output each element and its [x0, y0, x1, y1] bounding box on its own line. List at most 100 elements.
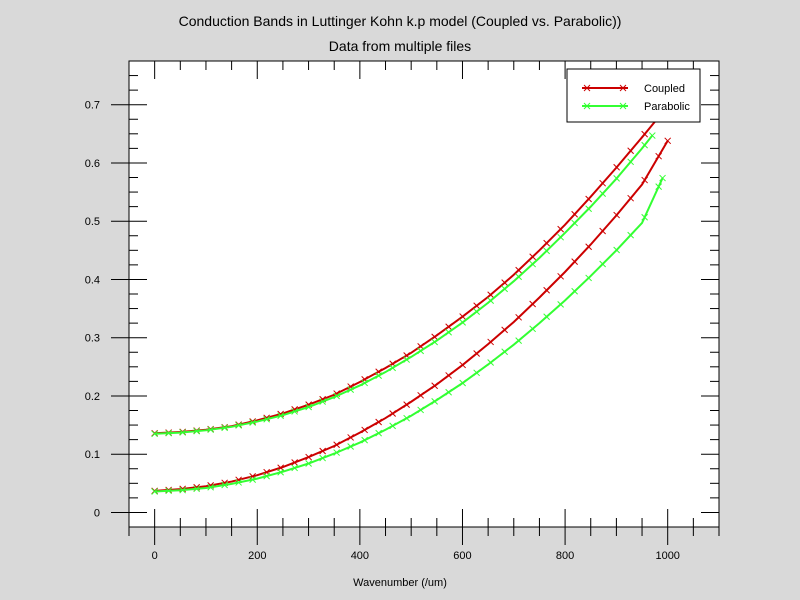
- y-tick-label: 0.3: [85, 333, 100, 345]
- data-point: [361, 436, 369, 444]
- data-point: [179, 486, 187, 494]
- data-point: [347, 434, 355, 441]
- data-point: [529, 253, 537, 261]
- data-point: [347, 386, 355, 393]
- legend-marker: [619, 84, 627, 92]
- data-point: [249, 419, 257, 426]
- data-point: [571, 287, 579, 295]
- data-point: [221, 481, 229, 489]
- legend-marker: [619, 102, 627, 110]
- data-point: [613, 163, 621, 171]
- data-point: [641, 141, 649, 149]
- data-point: [487, 359, 495, 366]
- data-point: [291, 464, 299, 472]
- data-point: [151, 488, 159, 495]
- data-point: [333, 441, 341, 449]
- data-point: [431, 338, 439, 346]
- data-point: [277, 468, 285, 476]
- x-axis-label: Wavenumber (/um): [353, 577, 447, 589]
- data-point: [543, 313, 551, 321]
- data-point: [515, 337, 523, 344]
- data-point: [627, 194, 635, 202]
- data-point: [207, 483, 215, 491]
- data-point: [501, 279, 509, 287]
- data-point: [403, 356, 411, 363]
- data-point: [571, 258, 579, 266]
- data-point: [165, 487, 173, 495]
- y-tick-label: 0.7: [85, 100, 100, 112]
- data-point: [291, 459, 299, 466]
- data-point: [347, 443, 355, 450]
- axes: 0 0.1 0.2 0.3 0.4 0.5 0.6 0.7 0 200 400 600 800 1000: [85, 60, 720, 562]
- data-point: [445, 372, 453, 379]
- data-point: [557, 233, 565, 241]
- data-point: [543, 247, 551, 255]
- data-point: [571, 210, 579, 218]
- legend-marker: [583, 102, 591, 110]
- data-point: [529, 300, 537, 308]
- data-point: [417, 391, 425, 399]
- series-line: [154, 140, 669, 492]
- data-point: [319, 398, 327, 405]
- x-tick-label: 200: [248, 550, 266, 562]
- series-line: [154, 134, 654, 435]
- x-tick-label: 600: [453, 550, 471, 562]
- data-point: [305, 403, 313, 411]
- data-point: [501, 285, 509, 293]
- plot-frame: [128, 60, 720, 528]
- data-point: [459, 379, 467, 387]
- data-point: [333, 449, 341, 456]
- data-point: [473, 369, 481, 377]
- data-point: [659, 174, 666, 182]
- data-point: [445, 323, 453, 331]
- data-point: [655, 152, 663, 160]
- y-tick-label: 0.5: [85, 216, 100, 228]
- data-point: [459, 313, 467, 320]
- data-point: [417, 347, 425, 355]
- data-point: [585, 205, 593, 213]
- data-point: [613, 175, 621, 182]
- data-point: [431, 397, 439, 405]
- data-point: [599, 179, 607, 187]
- data-point: [319, 454, 327, 462]
- data-point: [543, 239, 551, 247]
- data-point: [235, 422, 243, 429]
- y-tick-label: 0: [94, 507, 100, 519]
- data-point: [431, 333, 439, 341]
- x-tick-label: 0: [152, 550, 158, 562]
- data-point: [599, 190, 607, 197]
- legend-marker: [583, 84, 591, 92]
- data-point: [585, 243, 593, 251]
- data-point: [599, 227, 607, 235]
- data-point: [585, 195, 593, 203]
- data-point: [557, 272, 565, 280]
- data-point: [249, 476, 257, 483]
- y-tick-label: 0.1: [85, 449, 100, 461]
- data-point: [627, 231, 635, 239]
- x-tick-label: 400: [351, 550, 369, 562]
- data-point: [389, 410, 397, 417]
- data-point: [473, 302, 481, 310]
- y-tick-label: 0.4: [85, 274, 100, 286]
- data-point: [319, 447, 327, 455]
- data-point: [333, 392, 341, 400]
- data-point: [277, 412, 285, 420]
- data-point: [459, 361, 467, 369]
- data-point: [664, 137, 672, 145]
- data-point: [151, 430, 159, 438]
- data-point: [501, 348, 509, 356]
- y-tick-label: 0.6: [85, 158, 100, 170]
- data-point: [207, 426, 215, 434]
- data-point: [585, 274, 593, 282]
- data-point: [445, 328, 453, 336]
- data-point: [557, 300, 565, 308]
- data-point: [627, 158, 635, 166]
- data-point: [263, 415, 271, 423]
- data-point: [375, 372, 383, 379]
- chart-subtitle: Data from multiple files: [328, 38, 472, 54]
- data-point: [487, 297, 495, 304]
- data-point: [193, 427, 201, 435]
- legend-label: Parabolic: [644, 101, 690, 113]
